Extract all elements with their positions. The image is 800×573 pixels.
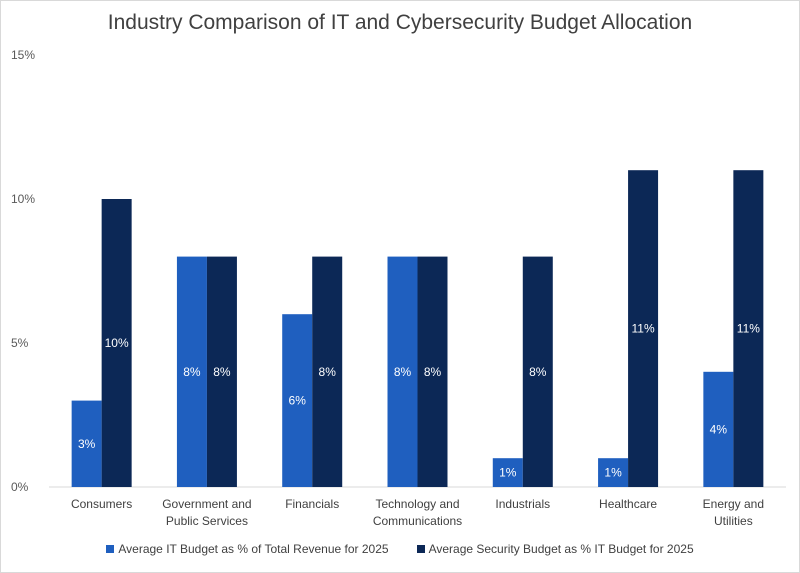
chart-title: Industry Comparison of IT and Cybersecur…: [107, 11, 693, 34]
data-label: 8%: [424, 365, 442, 379]
data-label: 1%: [604, 466, 622, 480]
x-category-label: Public Services: [166, 514, 248, 528]
data-label: 8%: [394, 365, 412, 379]
legend-label-it-budget: Average IT Budget as % of Total Revenue …: [118, 542, 389, 556]
x-category-label: Technology and: [375, 497, 459, 511]
x-category-label: Industrials: [495, 497, 550, 511]
x-category-label: Financials: [285, 497, 339, 511]
bar-it-budget: [598, 458, 629, 487]
data-label: 8%: [529, 365, 547, 379]
legend-swatch-security-budget: [416, 545, 425, 553]
bar-security-budget: [101, 199, 132, 487]
y-tick-label: 5%: [11, 336, 29, 350]
data-label: 1%: [499, 466, 517, 480]
data-label: 11%: [632, 322, 655, 336]
data-label: 8%: [213, 365, 231, 379]
legend-swatch-it-budget: [106, 545, 115, 553]
x-category-label: Healthcare: [599, 497, 657, 511]
bar-security-budget: [522, 256, 553, 487]
bar-it-budget: [492, 458, 523, 487]
x-category-label: Utilities: [714, 514, 753, 528]
x-category-label: Consumers: [71, 497, 132, 511]
data-label: 8%: [183, 365, 201, 379]
bar-security-budget: [312, 256, 343, 487]
bar-security-budget: [733, 170, 764, 487]
bar-it-budget: [703, 371, 734, 487]
data-label: 6%: [289, 394, 307, 408]
x-category-label: Government and: [162, 497, 251, 511]
legend-item-security-budget: Average Security Budget as % IT Budget f…: [416, 542, 694, 556]
bar-it-budget: [282, 314, 313, 487]
chart-legend: Average IT Budget as % of Total Revenue …: [1, 542, 799, 556]
bar-security-budget: [206, 256, 237, 487]
data-label: 4%: [710, 422, 728, 436]
data-label: 10%: [105, 336, 129, 350]
y-tick-label: 10%: [11, 192, 35, 206]
y-tick-label: 15%: [11, 48, 35, 62]
legend-item-it-budget: Average IT Budget as % of Total Revenue …: [106, 542, 389, 556]
bar-it-budget: [176, 256, 207, 487]
bar-security-budget: [417, 256, 448, 487]
x-category-label: Communications: [373, 514, 462, 528]
y-tick-label: 0%: [11, 480, 29, 494]
bar-security-budget: [628, 170, 659, 487]
x-category-label: Energy and: [703, 497, 764, 511]
data-label: 11%: [737, 322, 760, 336]
bar-it-budget: [387, 256, 418, 487]
data-label: 8%: [319, 365, 337, 379]
data-label: 3%: [78, 437, 96, 451]
legend-label-security-budget: Average Security Budget as % IT Budget f…: [428, 542, 694, 556]
bar-it-budget: [71, 400, 102, 487]
